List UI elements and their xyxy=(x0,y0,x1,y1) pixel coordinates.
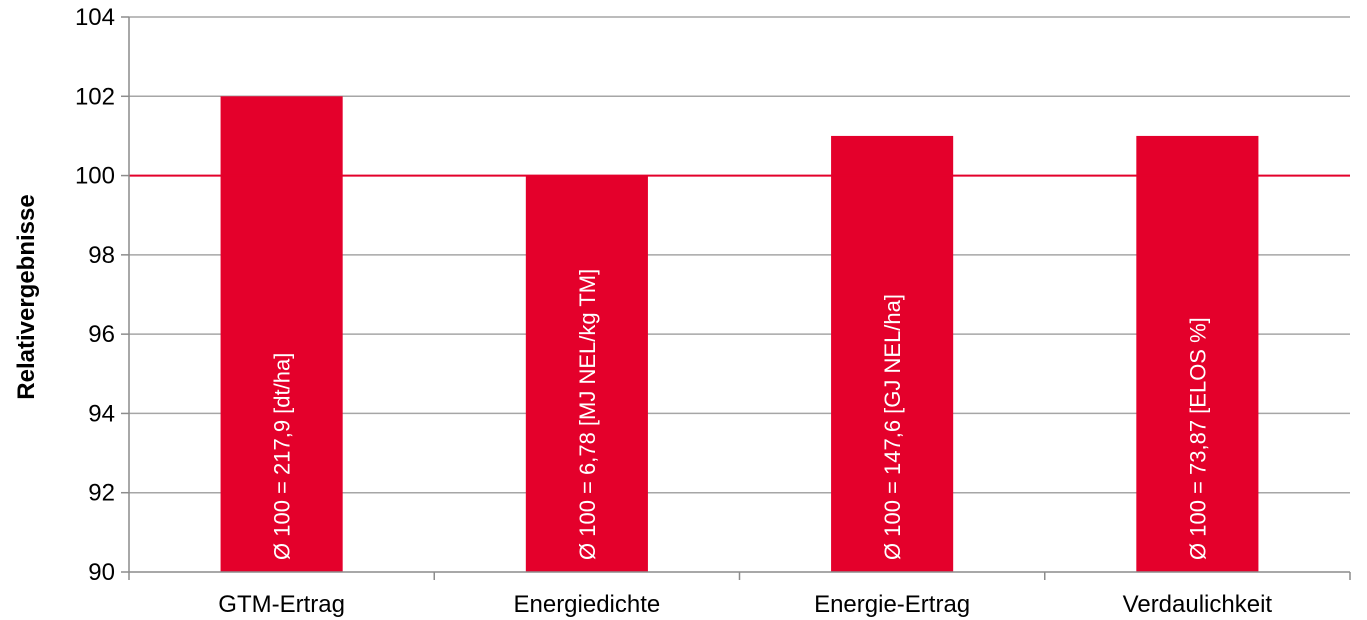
y-tick-label: 100 xyxy=(75,163,115,190)
y-tick-labels: 90 92 94 96 98 100 102 104 xyxy=(75,4,115,586)
bar-data-label: Ø 100 = 147,6 [GJ NEL/ha] xyxy=(880,294,905,560)
y-tick-label: 98 xyxy=(88,242,115,269)
axes xyxy=(121,16,1351,580)
bar-data-label: Ø 100 = 6,78 [MJ NEL/kg TM] xyxy=(575,269,600,560)
y-tick-label: 90 xyxy=(88,559,115,586)
x-tick-label: Verdaulichkeit xyxy=(1123,591,1273,618)
bar-data-label: Ø 100 = 73,87 [ELOS %] xyxy=(1185,317,1210,560)
bar-labels: Ø 100 = 217,9 [dt/ha] Ø 100 = 6,78 [MJ NE… xyxy=(270,269,1211,560)
x-tick-labels: GTM-Ertrag Energiedichte Energie-Ertrag Ver… xyxy=(218,591,1272,618)
y-tick-label: 92 xyxy=(88,480,115,507)
x-tick-label: GTM-Ertrag xyxy=(218,591,345,618)
y-tick-label: 104 xyxy=(75,4,115,31)
y-tick-label: 94 xyxy=(88,400,115,427)
bar xyxy=(831,135,954,572)
bar xyxy=(1136,135,1259,572)
bar xyxy=(525,175,648,573)
y-axis-title: Relativergebnisse xyxy=(13,194,40,399)
bar-data-label: Ø 100 = 217,9 [dt/ha] xyxy=(270,353,295,560)
y-tick-label: 96 xyxy=(88,321,115,348)
bars xyxy=(220,96,1259,573)
x-tick-label: Energie-Ertrag xyxy=(814,591,970,618)
y-tick-label: 102 xyxy=(75,83,115,110)
x-tick-label: Energiedichte xyxy=(513,591,660,618)
